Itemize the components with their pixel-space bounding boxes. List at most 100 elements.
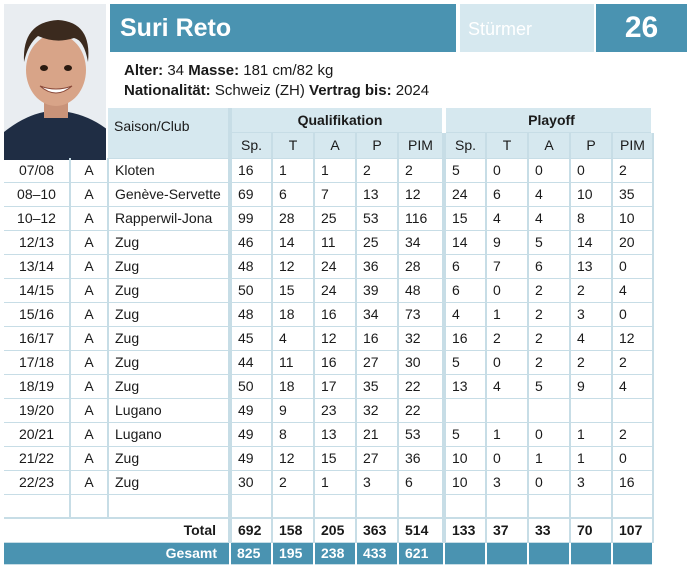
playoff-value-cell bbox=[570, 398, 613, 423]
club-cell: Zug bbox=[108, 230, 232, 255]
playoff-value-cell: 0 bbox=[528, 470, 571, 495]
qualifikation-header: Qualifikation bbox=[230, 108, 446, 133]
playoff-value-cell: 0 bbox=[612, 302, 654, 327]
league-cell: A bbox=[70, 278, 109, 303]
gesamt-empty-cell bbox=[528, 542, 571, 565]
qual-value-cell: 49 bbox=[230, 398, 273, 423]
total-playoff-cell: 133 bbox=[444, 517, 487, 543]
playoff-value-cell bbox=[486, 398, 529, 423]
qual-value-cell: 16 bbox=[314, 302, 357, 327]
gesamt-row: Gesamt 825 195 238 433 621 bbox=[4, 542, 654, 565]
playoff-value-cell: 2 bbox=[528, 326, 571, 351]
qual-value-cell bbox=[398, 494, 446, 519]
qual-value-cell: 13 bbox=[356, 182, 399, 207]
stats-body: 07/08 A Kloten 16 1 1 2 2 5 0 0 0 2 08–10 A Genève-Serv… bbox=[4, 158, 654, 565]
qual-value-cell: 15 bbox=[272, 278, 315, 303]
playoff-value-cell: 7 bbox=[486, 254, 529, 279]
qual-value-cell: 6 bbox=[398, 470, 446, 495]
table-row: 15/16 A Zug 48 18 16 34 73 4 1 2 3 0 bbox=[4, 302, 654, 327]
qual-value-cell: 48 bbox=[398, 278, 446, 303]
playoff-value-cell bbox=[528, 494, 571, 519]
season-cell: 10–12 bbox=[4, 206, 71, 231]
qual-value-cell: 2 bbox=[398, 158, 446, 183]
qual-value-cell bbox=[356, 494, 399, 519]
season-cell: 15/16 bbox=[4, 302, 71, 327]
gesamt-value-cell: 621 bbox=[398, 542, 445, 565]
playoff-col-header: PIM bbox=[612, 132, 654, 159]
season-cell: 07/08 bbox=[4, 158, 71, 183]
playoff-value-cell: 5 bbox=[444, 158, 487, 183]
gesamt-value-cell: 433 bbox=[356, 542, 399, 565]
qual-value-cell: 12 bbox=[314, 326, 357, 351]
playoff-value-cell: 0 bbox=[486, 350, 529, 375]
gesamt-label: Gesamt bbox=[4, 542, 231, 565]
qual-value-cell: 12 bbox=[272, 446, 315, 471]
qual-value-cell: 30 bbox=[398, 350, 446, 375]
qual-value-cell: 73 bbox=[398, 302, 446, 327]
gesamt-empty-cell bbox=[486, 542, 529, 565]
league-cell: A bbox=[70, 470, 109, 495]
qual-col-header: Sp. bbox=[230, 132, 273, 159]
qual-value-cell: 2 bbox=[356, 158, 399, 183]
qual-value-cell: 18 bbox=[272, 302, 315, 327]
qual-value-cell: 28 bbox=[398, 254, 446, 279]
playoff-value-cell bbox=[612, 494, 654, 519]
playoff-value-cell: 3 bbox=[570, 302, 613, 327]
season-cell: 22/23 bbox=[4, 470, 71, 495]
player-number: 26 bbox=[596, 4, 687, 52]
qual-value-cell: 36 bbox=[398, 446, 446, 471]
playoff-value-cell: 2 bbox=[528, 278, 571, 303]
qual-value-cell: 30 bbox=[230, 470, 273, 495]
qual-value-cell: 23 bbox=[314, 398, 357, 423]
playoff-value-cell bbox=[570, 494, 613, 519]
table-row bbox=[4, 494, 654, 519]
playoff-value-cell: 5 bbox=[528, 230, 571, 255]
qual-value-cell: 18 bbox=[272, 374, 315, 399]
playoff-value-cell: 15 bbox=[444, 206, 487, 231]
table-row: 17/18 A Zug 44 11 16 27 30 5 0 2 2 2 bbox=[4, 350, 654, 375]
club-cell: Zug bbox=[108, 470, 232, 495]
gesamt-value-cell: 238 bbox=[314, 542, 357, 565]
total-playoff-cell: 33 bbox=[528, 517, 571, 543]
playoff-value-cell: 8 bbox=[570, 206, 613, 231]
playoff-value-cell: 0 bbox=[612, 254, 654, 279]
qual-value-cell: 36 bbox=[356, 254, 399, 279]
playoff-value-cell bbox=[486, 494, 529, 519]
playoff-value-cell: 6 bbox=[444, 278, 487, 303]
gesamt-empty-cell bbox=[444, 542, 487, 565]
table-row: 08–10 A Genève-Servette 69 6 7 13 12 24 6 4 10 35 bbox=[4, 182, 654, 207]
playoff-value-cell: 9 bbox=[486, 230, 529, 255]
playoff-value-cell: 6 bbox=[444, 254, 487, 279]
size-label: Masse: bbox=[188, 62, 240, 79]
qual-value-cell: 48 bbox=[230, 302, 273, 327]
qual-value-cell: 46 bbox=[230, 230, 273, 255]
player-info: Alter: 34 Masse: 181 cm/82 kg Nationalit… bbox=[110, 56, 687, 108]
qual-value-cell: 16 bbox=[314, 350, 357, 375]
qual-value-cell: 34 bbox=[398, 230, 446, 255]
age-label: Alter: bbox=[124, 62, 164, 79]
playoff-value-cell: 24 bbox=[444, 182, 487, 207]
total-qual-cell: 158 bbox=[272, 517, 315, 543]
club-cell: Zug bbox=[108, 278, 232, 303]
playoff-value-cell: 6 bbox=[486, 182, 529, 207]
playoff-value-cell: 16 bbox=[444, 326, 487, 351]
playoff-value-cell: 0 bbox=[528, 158, 571, 183]
qual-value-cell: 27 bbox=[356, 446, 399, 471]
qual-value-cell: 99 bbox=[230, 206, 273, 231]
playoff-value-cell: 2 bbox=[528, 302, 571, 327]
qual-value-cell: 14 bbox=[272, 230, 315, 255]
playoff-value-cell: 13 bbox=[444, 374, 487, 399]
qual-value-cell: 8 bbox=[272, 422, 315, 447]
playoff-value-cell: 2 bbox=[528, 350, 571, 375]
playoff-value-cell bbox=[612, 398, 654, 423]
total-qual-cell: 692 bbox=[230, 517, 273, 543]
qual-value-cell: 22 bbox=[398, 398, 446, 423]
player-position: Stürmer bbox=[460, 4, 594, 52]
qual-value-cell: 27 bbox=[356, 350, 399, 375]
playoff-value-cell: 10 bbox=[570, 182, 613, 207]
total-row: Total 692 158 205 363 514 133 37 33 70 107 bbox=[4, 517, 654, 543]
playoff-col-header: Sp. bbox=[444, 132, 487, 159]
club-cell: Zug bbox=[108, 302, 232, 327]
column-header-row: Sp. T A P PIM Sp. T A P PIM bbox=[4, 132, 654, 159]
qual-value-cell: 50 bbox=[230, 278, 273, 303]
